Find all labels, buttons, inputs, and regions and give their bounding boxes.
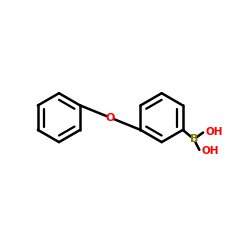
Text: O: O [106, 113, 115, 123]
Text: OH: OH [201, 146, 219, 156]
Text: B: B [190, 134, 198, 144]
Text: OH: OH [205, 127, 223, 137]
